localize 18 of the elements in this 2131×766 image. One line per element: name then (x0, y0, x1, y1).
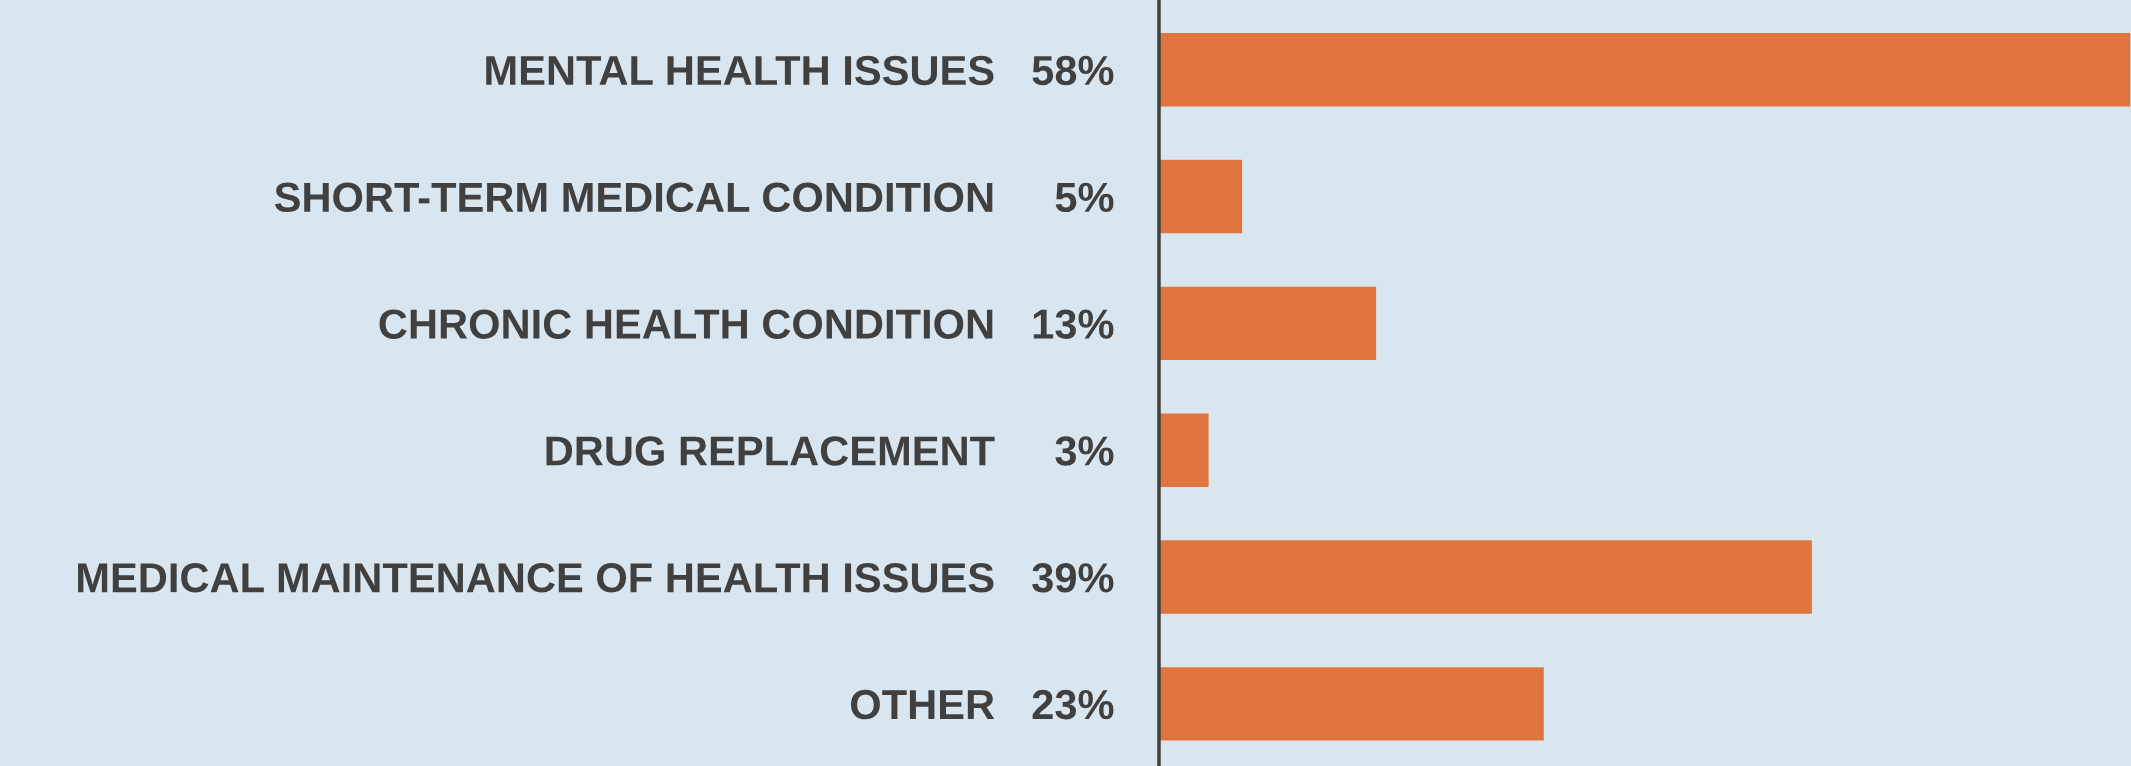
y-tick-label: MEDICAL MAINTENANCE OF HEALTH ISSUES (78, 563, 994, 593)
y-tick-label: MENTAL HEALTH ISSUES (486, 55, 994, 86)
data-label: 23% (1032, 689, 1114, 720)
y-tick-label: DRUG REPLACEMENT (546, 436, 995, 466)
bar (1159, 285, 1378, 362)
bar (1159, 31, 2131, 108)
data-label: 5% (1055, 182, 1114, 213)
bar (1159, 665, 1546, 742)
data-label: 13% (1033, 309, 1114, 339)
y-tick-label: SHORT-TERM MEDICAL CONDITION (274, 182, 993, 213)
data-label: 58% (1032, 55, 1114, 86)
bar (1159, 158, 1244, 235)
data-label: 3% (1055, 436, 1114, 466)
data-label: 39% (1032, 563, 1114, 593)
bar (1159, 538, 1814, 616)
y-tick-label: CHRONIC HEALTH CONDITION (379, 309, 993, 339)
bar (1159, 412, 1210, 489)
y-tick-label: OTHER (850, 689, 995, 720)
